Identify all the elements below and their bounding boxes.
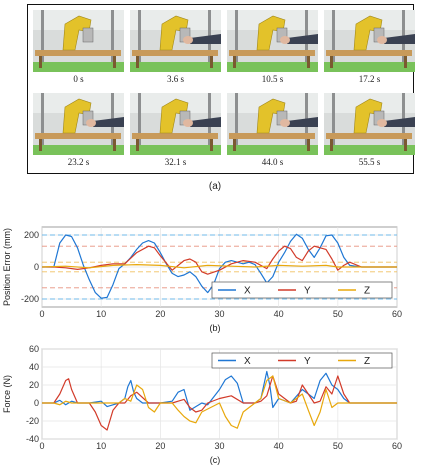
robot-photo — [130, 93, 221, 155]
photo-frame-4: 23.2 s — [33, 93, 124, 167]
legend: X Y Z — [211, 281, 393, 299]
frame-time-label: 44.0 s — [261, 157, 284, 167]
panel-b-label: (b) — [209, 323, 221, 333]
y-tick-label: 0 — [34, 262, 39, 272]
legend-label: Y — [304, 286, 311, 297]
robot-photo — [33, 10, 124, 72]
robot-photo — [33, 93, 124, 155]
frame-time-label: 0 s — [73, 74, 84, 84]
series-line-y — [42, 375, 397, 431]
x-tick-label: 50 — [333, 441, 343, 451]
x-tick-label: 20 — [155, 309, 165, 319]
y-axis-label: Position Error (mm) — [2, 228, 12, 306]
x-tick-label: 0 — [39, 441, 44, 451]
x-tick-label: 30 — [214, 309, 224, 319]
photo-frame-0: 0 s — [33, 10, 124, 84]
frame-time-label: 55.5 s — [358, 157, 381, 167]
x-tick-label: 10 — [96, 441, 106, 451]
series-line-y — [42, 245, 397, 275]
robot-photo — [227, 10, 318, 72]
robot-photo — [130, 10, 221, 72]
frame-time-label: 3.6 s — [166, 74, 184, 84]
panel-a-label: (a) — [208, 181, 222, 192]
photo-sequence-frame: 0 s 3.6 s 10.5 s 17.2 s 23.2 s 32.1 s 44.0 s 55… — [27, 4, 415, 174]
legend-label: X — [244, 356, 251, 367]
y-tick-label: 60 — [29, 344, 39, 354]
legend-label: Y — [304, 356, 311, 367]
x-tick-label: 50 — [333, 309, 343, 319]
frame-time-label: 10.5 s — [261, 74, 284, 84]
robot-photo — [227, 93, 318, 155]
y-axis-label: Force (N) — [2, 375, 12, 413]
photo-frame-5: 32.1 s — [130, 93, 221, 167]
legend-label: X — [244, 286, 251, 297]
photo-frame-6: 44.0 s — [227, 93, 318, 167]
x-tick-label: 30 — [214, 441, 224, 451]
force-chart: 0 10 20 30 40 50 60 -40 -20 0 20 40 60 Force (N) X Y Z — [2, 344, 402, 451]
y-tick-label: -40 — [26, 434, 39, 444]
x-tick-label: 40 — [274, 441, 284, 451]
x-tick-label: 20 — [155, 441, 165, 451]
x-tick-label: 60 — [392, 309, 402, 319]
frame-time-label: 32.1 s — [164, 157, 187, 167]
robot-photo — [324, 93, 415, 155]
x-tick-label: 10 — [96, 309, 106, 319]
legend-label: Z — [364, 356, 370, 367]
x-tick-label: 40 — [274, 309, 284, 319]
y-tick-label: 200 — [24, 230, 39, 240]
frame-time-label: 23.2 s — [67, 157, 90, 167]
legend-label: Z — [364, 286, 370, 297]
panel-c-label: (c) — [209, 455, 221, 465]
photo-frame-3: 17.2 s — [324, 10, 415, 84]
series-line-x — [42, 370, 397, 411]
series-line-z — [41, 264, 397, 269]
y-tick-label: 0 — [34, 398, 39, 408]
photo-frame-2: 10.5 s — [227, 10, 318, 84]
series-line-z — [42, 375, 397, 429]
photo-frame-7: 55.5 s — [324, 93, 415, 167]
y-tick-label: -200 — [21, 294, 39, 304]
x-tick-label: 60 — [392, 441, 402, 451]
y-tick-label: -20 — [26, 416, 39, 426]
legend: X Y Z — [211, 352, 393, 369]
y-tick-label: 40 — [29, 362, 39, 372]
x-tick-label: 0 — [39, 309, 44, 319]
frame-time-label: 17.2 s — [358, 74, 381, 84]
robot-photo — [324, 10, 415, 72]
y-tick-label: 20 — [29, 380, 39, 390]
photo-frame-1: 3.6 s — [130, 10, 221, 84]
